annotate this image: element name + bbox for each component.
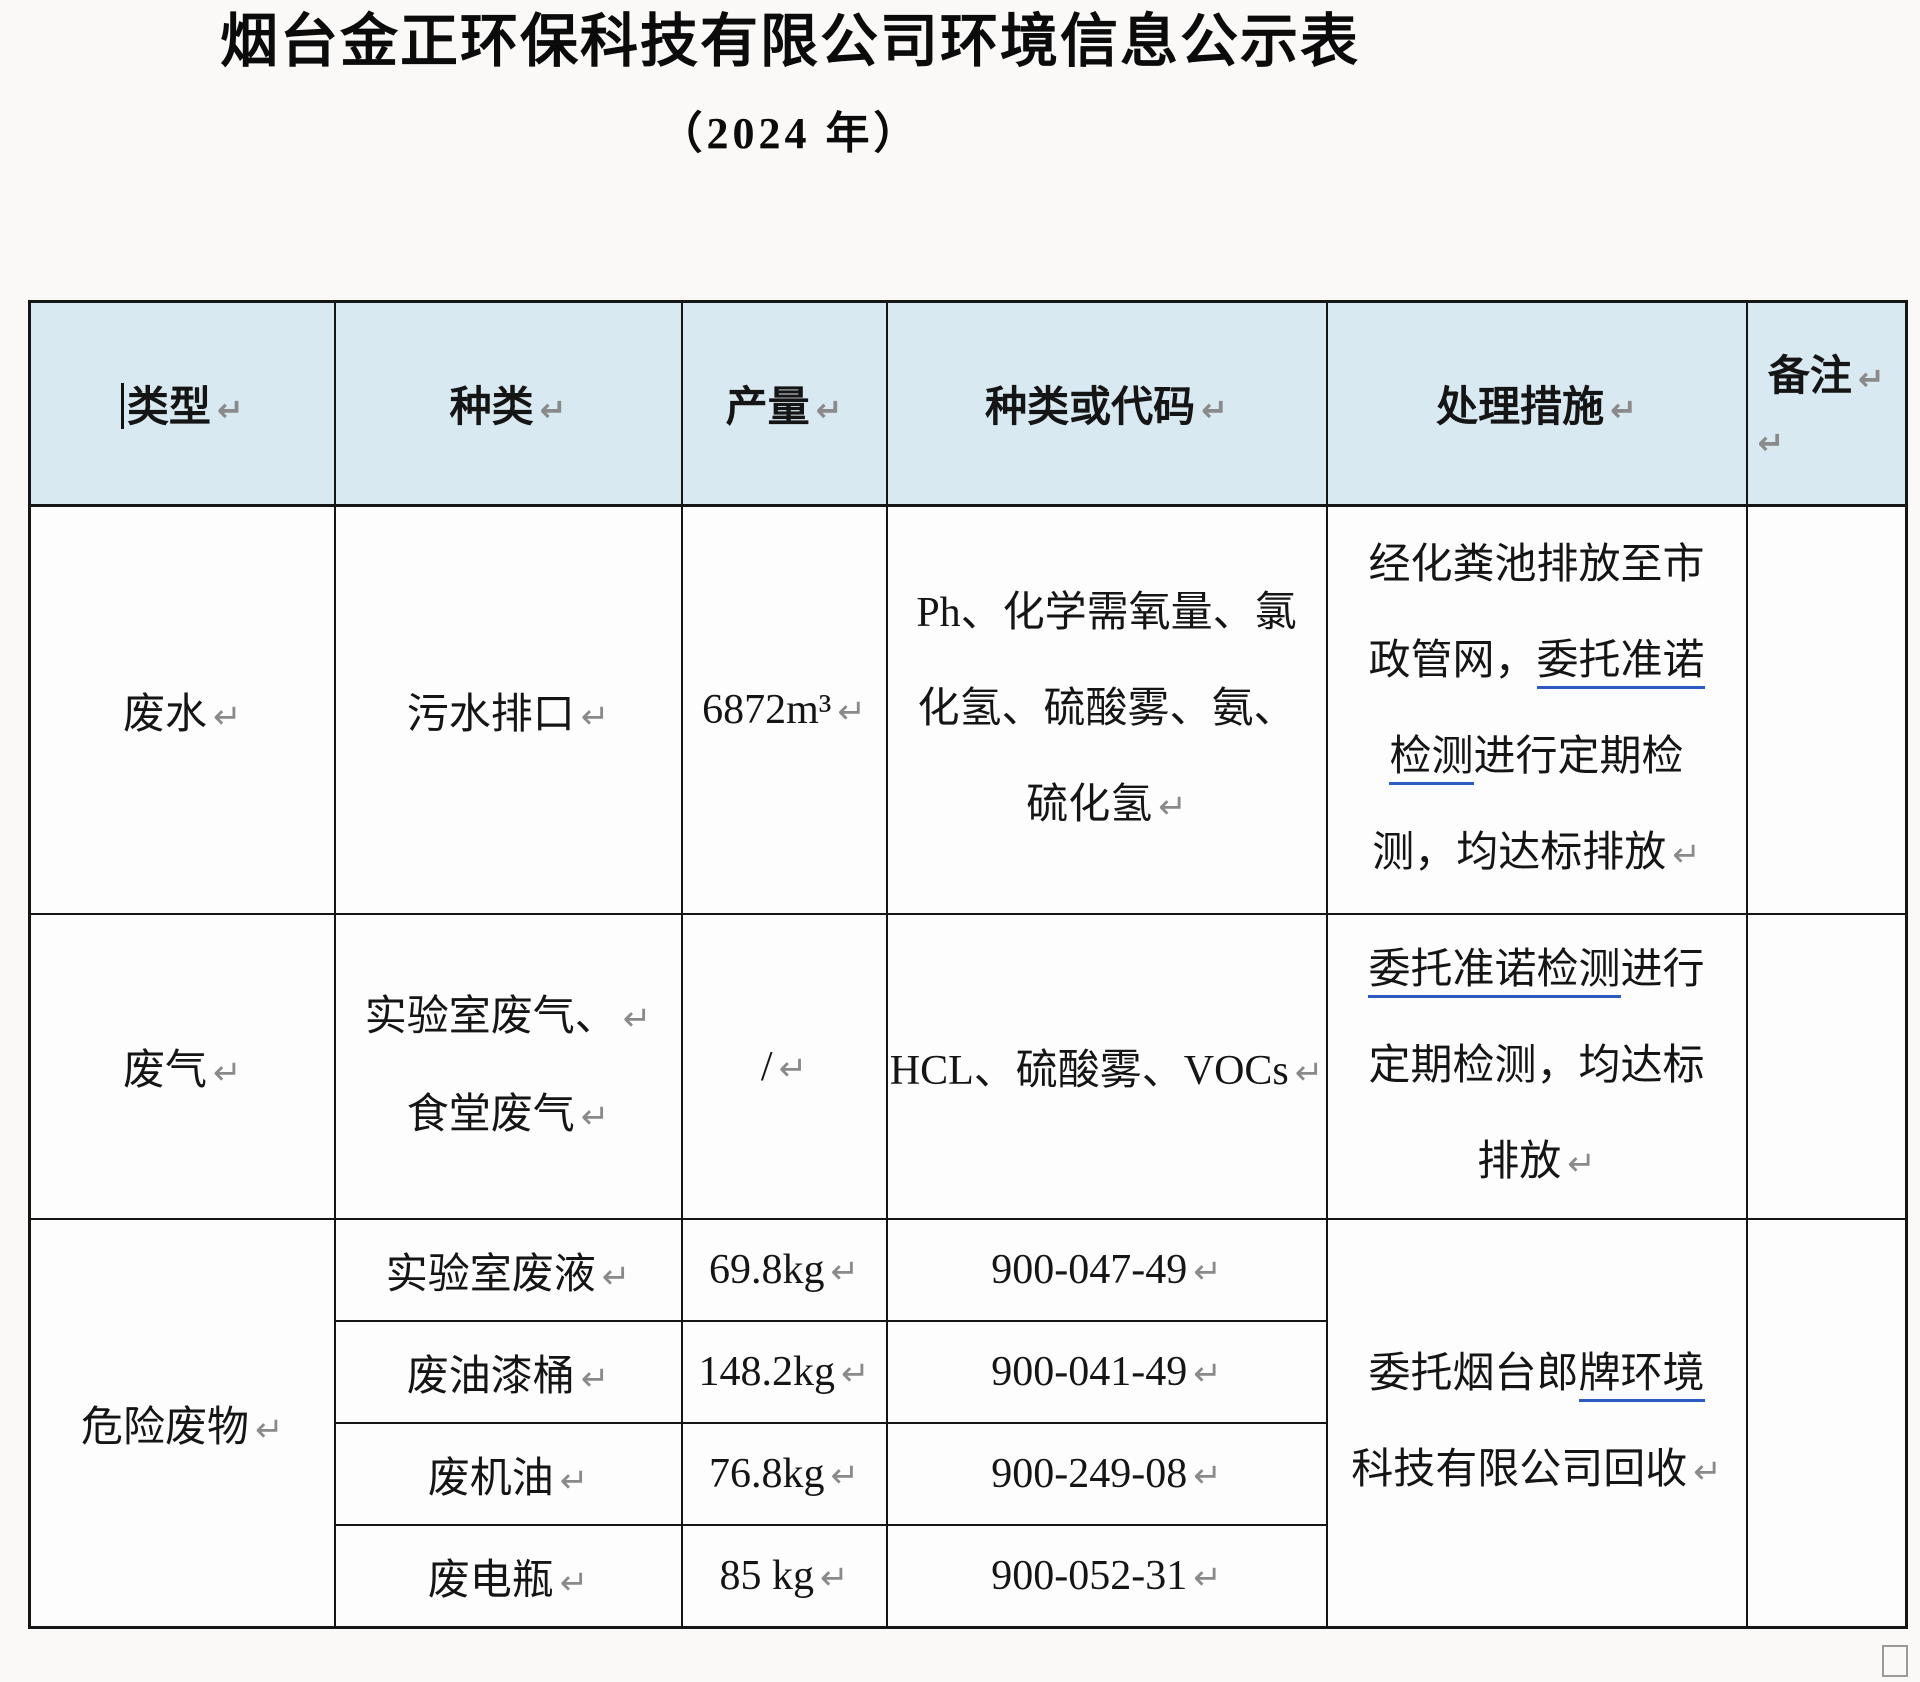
cell-output-wastewater: 6872m³ ↵ [680, 504, 888, 915]
cell-output-wastegas: / ↵ [680, 913, 888, 1220]
paragraph-mark-icon: ↵ [1567, 1143, 1596, 1184]
cell-type-hazard: 危险废物 ↵ [28, 1218, 336, 1629]
paragraph-mark-icon: ↵ [1201, 391, 1228, 429]
paragraph-mark-icon: ↵ [559, 1562, 589, 1603]
treatment-line: 定期检测，均达标 [1368, 1042, 1705, 1089]
paragraph-mark-icon: ↵ [1158, 787, 1187, 827]
end-of-document-mark [1882, 1645, 1908, 1677]
paragraph-mark-icon: ↵ [841, 1354, 870, 1394]
code-line: 硫化氢 ↵ [1026, 782, 1187, 828]
cell-output-paint-bucket: 148.2kg ↵ [680, 1320, 888, 1424]
table-row-wastewater: 废水 ↵ 污水排口 ↵ 6872m³ ↵ Ph、化学需氧量、氯 化氢、硫酸雾、氨、 硫… [28, 504, 1908, 915]
paragraph-mark-icon: ↵ [580, 1096, 610, 1137]
paragraph-mark-icon: ↵ [1193, 1558, 1222, 1598]
cell-code-lab-liquid: 900-047-49 ↵ [885, 1218, 1328, 1322]
paragraph-mark-icon: ↵ [580, 1358, 610, 1399]
paragraph-mark-icon: ↵ [213, 696, 242, 737]
paragraph-mark-icon: ↵ [820, 1558, 849, 1598]
page-subtitle: （2024 年） [658, 108, 922, 158]
cell-output-battery: 85 kg ↵ [680, 1524, 888, 1629]
header-cell-output: 产量 ↵ [680, 300, 888, 507]
cell-treatment-hazard: 委托烟台郎牌环境 科技有限公司回收 ↵ [1325, 1218, 1748, 1629]
treatment-line: 委托准诺检测进行 [1329, 922, 1745, 1018]
cell-remark-wastegas [1745, 913, 1908, 1220]
paragraph-mark-icon: ↵ [1193, 1456, 1222, 1496]
paragraph-mark-icon: ↵ [1193, 1354, 1222, 1394]
treatment-line: 经化粪池排放至市 [1368, 542, 1705, 588]
cell-code-paint-bucket: 900-041-49 ↵ [885, 1320, 1328, 1424]
paragraph-mark-icon: ↵ [830, 1456, 860, 1496]
paragraph-mark-icon: ↵ [1193, 1252, 1222, 1292]
cell-kind-lab-liquid: 实验室废液 ↵ [333, 1218, 683, 1322]
cell-output-lab-liquid: 69.8kg ↵ [680, 1218, 888, 1322]
paragraph-mark-icon: ↵ [1294, 1053, 1324, 1093]
paragraph-mark-icon: ↵ [539, 391, 567, 429]
header-cell-kind: 种类 ↵ [333, 300, 683, 507]
cell-output-engine-oil: 76.8kg ↵ [680, 1422, 888, 1526]
zhunnuo-link[interactable]: 委托准诺 [1536, 638, 1705, 689]
cell-kind-wastegas: 实验室废气、 ↵ 食堂废气 ↵ [333, 913, 683, 1220]
paragraph-mark-icon: ↵ [815, 391, 843, 429]
cell-code-engine-oil: 900-249-08 ↵ [885, 1422, 1328, 1526]
header-cell-type: 类型 ↵ [28, 300, 336, 507]
paragraph-mark-icon: ↵ [580, 696, 610, 737]
header-cell-remark: 备注 ↵ ↵ [1745, 300, 1908, 507]
langpai-link[interactable]: 牌环境 [1578, 1351, 1705, 1402]
zhunnuo-link[interactable]: 委托准诺检测 [1368, 946, 1621, 998]
paragraph-mark-icon: ↵ [830, 1252, 860, 1292]
paragraph-mark-icon: ↵ [559, 1460, 589, 1501]
document-header: 烟台金正环保科技有限公司环境信息公示表 （2024 年） [0, 0, 1580, 161]
zhunnuo-link[interactable]: 检测 [1389, 734, 1474, 785]
header-cell-treatment: 处理措施 ↵ [1325, 300, 1748, 507]
cell-remark-wastewater [1745, 504, 1908, 915]
table-row-hazard-3: 废机油 ↵ 76.8kg ↵ 900-249-08 ↵ [30, 1422, 1907, 1526]
paragraph-mark-icon: ↵ [216, 391, 244, 429]
cell-kind-battery: 废电瓶 ↵ [333, 1524, 683, 1629]
paragraph-mark-icon: ↵ [255, 1409, 284, 1450]
treatment-line: 政管网，委托准诺 [1329, 613, 1745, 709]
cell-kind-engine-oil: 废机油 ↵ [333, 1422, 683, 1526]
cell-treatment-wastegas: 委托准诺检测进行 定期检测，均达标 排放 ↵ [1325, 913, 1748, 1220]
environment-info-table: 类型 ↵ 种类 ↵ 产量 ↵ 种类或代码 ↵ 处理措施 ↵ 备注 ↵ ↵ 废水 ↵ 污水排口 ↵… [28, 300, 1908, 1629]
cell-code-battery: 900-052-31 ↵ [885, 1524, 1328, 1629]
header-cell-code: 种类或代码 ↵ [885, 300, 1328, 507]
table-header-row: 类型 ↵ 种类 ↵ 产量 ↵ 种类或代码 ↵ 处理措施 ↵ 备注 ↵ ↵ [28, 300, 1908, 507]
code-line: 化氢、硫酸雾、氨、 [917, 686, 1296, 732]
paragraph-mark-icon: ↵ [1757, 424, 1785, 462]
page-title: 烟台金正环保科技有限公司环境信息公示表 [219, 9, 1360, 74]
treatment-line: 排放 ↵ [1477, 1138, 1596, 1185]
paragraph-mark-icon: ↵ [837, 692, 866, 732]
code-line: Ph、化学需氧量、氯 [916, 590, 1297, 636]
paragraph-mark-icon: ↵ [622, 998, 652, 1039]
table-row-hazard-1: 危险废物 ↵ 实验室废液 ↵ 69.8kg ↵ 900-047-49 ↵ 委托烟台郎牌环… [28, 1218, 1908, 1629]
paragraph-mark-icon: ↵ [1857, 360, 1885, 398]
table-row-wastegas: 废气 ↵ 实验室废气、 ↵ 食堂废气 ↵ / ↵ HCL、硫酸雾、VOCs ↵ 委托准诺检… [28, 913, 1908, 1220]
table-row-hazard-2: 废油漆桶 ↵ 148.2kg ↵ 900-041-49 ↵ [30, 1320, 1907, 1424]
cell-code-wastegas: HCL、硫酸雾、VOCs ↵ [885, 913, 1328, 1220]
paragraph-mark-icon: ↵ [213, 1053, 242, 1093]
cell-type-wastewater: 废水 ↵ [28, 504, 336, 915]
paragraph-mark-icon: ↵ [1610, 391, 1637, 429]
cell-kind-paint-bucket: 废油漆桶 ↵ [333, 1320, 683, 1424]
paragraph-mark-icon: ↵ [601, 1256, 631, 1297]
paragraph-mark-icon: ↵ [1693, 1452, 1722, 1492]
treatment-line: 测，均达标排放 ↵ [1372, 830, 1701, 876]
table-row-hazard-4: 废电瓶 ↵ 85 kg ↵ 900-052-31 ↵ [30, 1524, 1907, 1629]
treatment-line: 检测进行定期检 [1329, 709, 1745, 805]
cell-treatment-wastewater: 经化粪池排放至市 政管网，委托准诺 检测进行定期检 测，均达标排放 ↵ [1325, 504, 1748, 915]
treatment-line: 委托烟台郎牌环境 [1329, 1326, 1745, 1422]
text-cursor-caret [120, 383, 124, 429]
cell-code-wastewater: Ph、化学需氧量、氯 化氢、硫酸雾、氨、 硫化氢 ↵ [885, 504, 1328, 915]
kind-line: 食堂废气 ↵ [406, 1091, 610, 1138]
treatment-line: 科技有限公司回收 ↵ [1351, 1447, 1722, 1493]
paragraph-mark-icon: ↵ [778, 1048, 808, 1089]
kind-line: 实验室废气、 ↵ [364, 993, 652, 1040]
cell-type-wastegas: 废气 ↵ [28, 913, 336, 1220]
paragraph-mark-icon: ↵ [1672, 835, 1701, 875]
cell-kind-wastewater: 污水排口 ↵ [333, 504, 683, 915]
cell-remark-hazard [1745, 1218, 1908, 1629]
